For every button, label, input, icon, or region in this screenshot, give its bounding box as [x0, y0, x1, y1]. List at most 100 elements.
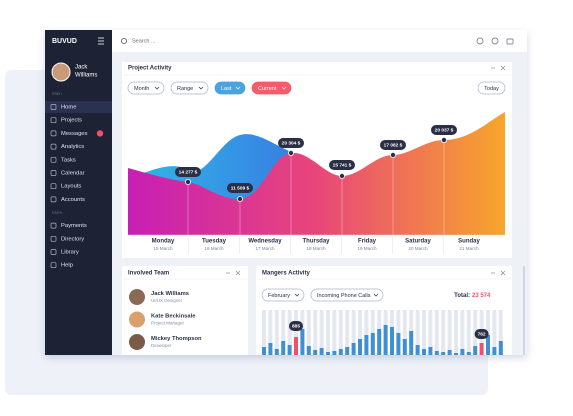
dropdown[interactable]	[261, 288, 305, 302]
avatar	[129, 334, 145, 350]
menu-item[interactable]: Analytics	[61, 144, 84, 150]
bar-track	[492, 310, 497, 355]
menu-item[interactable]: Messages	[61, 131, 88, 137]
close[interactable]	[500, 270, 506, 276]
bar	[313, 350, 318, 355]
today-label: Today	[484, 86, 499, 92]
filter-pill[interactable]	[251, 81, 292, 95]
bar-track	[306, 310, 311, 355]
menu-item[interactable]: Tasks	[61, 157, 76, 163]
bar	[364, 335, 369, 355]
bar-track	[319, 310, 324, 355]
point	[389, 151, 396, 158]
card-title: Mangers Activity	[262, 271, 310, 277]
menu-item[interactable]: Payments	[61, 223, 87, 229]
avatar	[129, 289, 145, 305]
menu-item[interactable]: Help	[61, 263, 73, 269]
total-label: Total:	[454, 293, 470, 299]
bar	[441, 352, 446, 355]
day: Tuesday	[202, 239, 227, 245]
date: 19 March	[357, 246, 377, 251]
section-label: More	[52, 210, 63, 215]
bar	[473, 346, 478, 355]
sidebar	[45, 30, 112, 355]
today-button[interactable]	[477, 81, 506, 95]
bar	[466, 352, 471, 355]
menu-item[interactable]: Layouts	[61, 184, 81, 190]
point-tag	[175, 167, 201, 177]
section-label: Main	[52, 91, 62, 96]
search[interactable]: Search ...	[132, 38, 156, 44]
close[interactable]	[500, 65, 506, 71]
avatar	[129, 311, 145, 328]
chevron	[235, 86, 241, 90]
point-tag	[278, 138, 304, 148]
day: Saturday	[405, 239, 431, 245]
menu-item[interactable]: Calendar	[61, 171, 85, 177]
notification-icon[interactable]	[491, 37, 499, 45]
bar-track	[434, 310, 439, 355]
bar-label: 885	[292, 324, 300, 330]
bar-track	[441, 310, 446, 355]
menu-item[interactable]: Library	[61, 250, 79, 256]
bar	[370, 333, 375, 355]
user-name: Williams	[75, 73, 97, 79]
point-tag	[431, 125, 457, 135]
point-label: 17 082 $	[384, 143, 403, 149]
total-value: 23 574	[472, 293, 491, 299]
settings-icon[interactable]	[476, 37, 484, 45]
search-icon[interactable]	[120, 37, 128, 45]
bar	[377, 329, 382, 355]
date: 16 March	[204, 246, 224, 251]
bar-track	[370, 310, 375, 355]
filter-pill[interactable]	[214, 81, 246, 95]
menu-item[interactable]: Projects	[61, 118, 82, 124]
filter-pill[interactable]	[127, 81, 165, 95]
bar	[326, 352, 330, 355]
chevron	[281, 86, 287, 90]
bar	[434, 351, 439, 355]
bar-track	[428, 310, 433, 355]
bar-track	[274, 310, 279, 355]
menu-icon	[50, 235, 57, 242]
bar	[332, 351, 337, 355]
filter-pill[interactable]	[170, 81, 209, 95]
brand: BUVUD	[52, 38, 77, 45]
bar-tag	[289, 321, 303, 331]
close[interactable]	[235, 270, 241, 276]
menu-icon	[50, 104, 57, 110]
member-name: Mickey Thompson	[151, 336, 202, 342]
bar-track	[338, 310, 343, 355]
filter-label: Range	[177, 86, 193, 92]
menu-item[interactable]: Directory	[61, 236, 84, 242]
bar-track	[364, 310, 369, 355]
day: Friday	[358, 239, 377, 245]
menu-icon	[50, 196, 57, 203]
menu-item[interactable]: Accounts	[61, 197, 85, 203]
badge	[96, 130, 104, 137]
menu-icon	[50, 117, 57, 124]
point-label: 20 304 $	[282, 141, 301, 147]
date: 18 March	[306, 246, 326, 251]
chevron	[154, 86, 160, 90]
bar	[498, 341, 503, 355]
bar	[294, 337, 298, 355]
bar-track	[262, 310, 266, 355]
menu-item[interactable]: Home	[61, 105, 76, 111]
bar-track	[287, 310, 292, 355]
lock-icon[interactable]	[506, 38, 514, 45]
bar-track	[447, 310, 452, 355]
member-role: UI/UX Designer	[151, 298, 183, 303]
member-name: Kate Beckinsale	[151, 314, 196, 320]
bar	[390, 327, 394, 355]
bar-track	[332, 310, 337, 355]
point	[338, 172, 345, 179]
scrollbar[interactable]	[523, 266, 525, 355]
bar-track	[345, 310, 350, 355]
menu-icon	[50, 156, 57, 163]
menu-icon	[50, 130, 57, 137]
bar-track	[415, 310, 420, 355]
dropdown[interactable]	[310, 288, 384, 302]
bar	[300, 329, 305, 355]
